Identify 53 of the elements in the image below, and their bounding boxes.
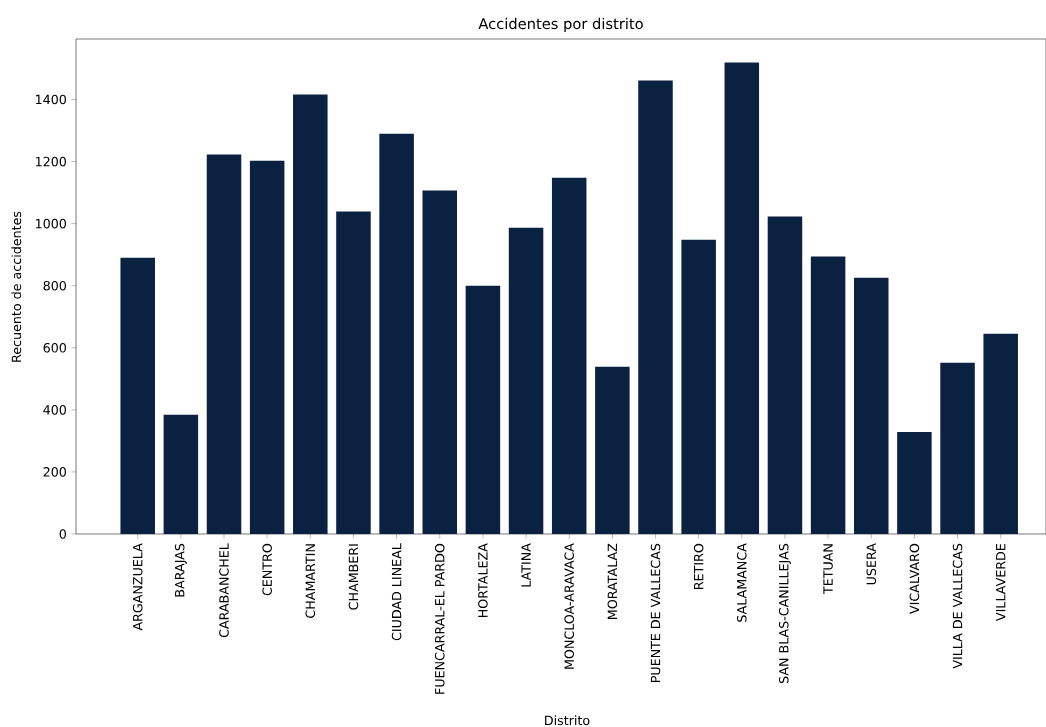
y-tick-label: 800	[43, 280, 66, 291]
bar	[508, 227, 544, 534]
bar	[681, 239, 716, 534]
bar	[810, 256, 846, 534]
bar	[163, 414, 199, 534]
x-tick-label: SALAMANCA	[737, 543, 747, 622]
bar	[293, 94, 328, 534]
bar	[551, 177, 587, 534]
bar	[940, 362, 975, 534]
x-tick-label: CENTRO	[262, 543, 272, 596]
bar	[422, 190, 458, 534]
bar	[724, 62, 760, 534]
y-axis-title: Recuento de accidentes	[11, 211, 22, 362]
x-tick-label: HORTALEZA	[478, 543, 488, 618]
y-tick-label: 1200	[36, 156, 66, 167]
chart-title: Accidentes por distrito	[478, 17, 643, 33]
x-tick-label: RETIRO	[693, 543, 704, 589]
bar	[897, 431, 932, 534]
bar	[249, 160, 285, 534]
x-tick-label: USERA	[866, 543, 877, 585]
x-tick-label: CHAMARTIN	[305, 544, 316, 618]
x-tick-label: SAN BLAS-CANILLEJAS	[778, 543, 791, 684]
x-tick-label: VICALVARO	[909, 543, 920, 614]
bar	[638, 80, 673, 534]
x-tick-label: CARABANCHEL	[219, 543, 229, 638]
x-tick-label: BARAJAS	[174, 543, 187, 597]
y-tick-label: 400	[43, 405, 66, 415]
y-tick-label: 1400	[36, 94, 66, 105]
x-tick-label: ARGANZUELA	[132, 543, 143, 631]
x-tick-label: TETUAN	[823, 544, 833, 595]
y-tick-label: 200	[43, 467, 66, 477]
x-tick-label: MONCLOA-ARAVACA	[564, 543, 574, 669]
bar	[379, 133, 414, 534]
bar	[120, 257, 155, 534]
y-tick-label: 600	[43, 342, 66, 353]
x-tick-label: MORATALAZ	[607, 543, 618, 619]
bar	[465, 285, 501, 534]
bar	[336, 211, 371, 534]
x-tick-label: CIUDAD LINEAL	[391, 543, 402, 641]
x-tick-label: PUENTE DE VALLECAS	[650, 543, 661, 683]
x-tick-label: FUENCARRAL-EL PARDO	[434, 543, 445, 694]
y-tick-label: 1000	[36, 218, 66, 229]
x-tick-label: VILLAVERDE	[996, 543, 1006, 621]
x-tick-label: VILLA DE VALLECAS	[952, 543, 963, 669]
x-axis-title: Distrito	[545, 715, 590, 726]
x-tick-label: CHAMBERI	[348, 544, 359, 610]
bar	[206, 154, 242, 534]
x-tick-label: LATINA	[521, 543, 531, 587]
bar	[767, 216, 803, 534]
bar	[853, 277, 889, 534]
bar	[983, 333, 1018, 534]
y-tick-label: 0	[59, 529, 67, 539]
bar	[595, 366, 630, 534]
